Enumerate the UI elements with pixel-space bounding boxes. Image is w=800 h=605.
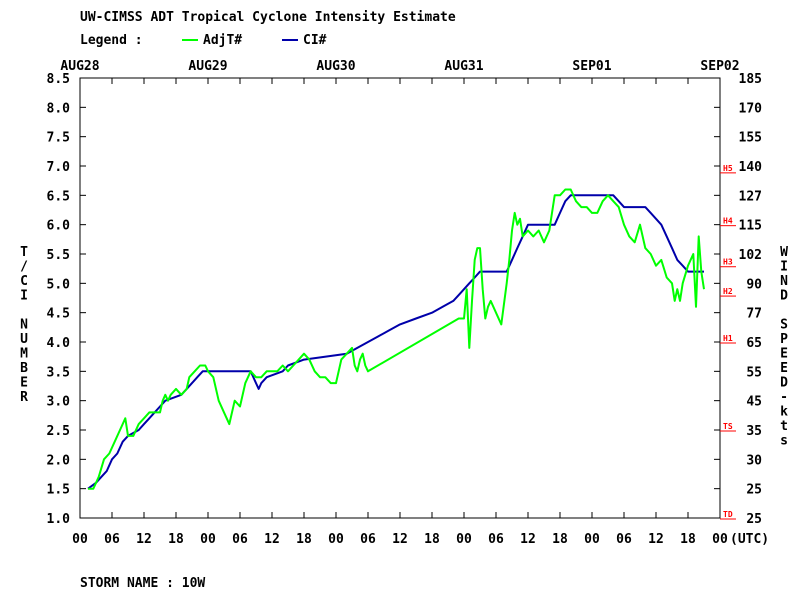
x-tick-label-0: 00 [72,532,88,547]
left-tick-label-5: 3.5 [47,365,70,380]
x-tick-label-5: 06 [232,532,248,547]
category-marker-ts: TS [723,422,733,431]
legend-label: Legend : [80,33,143,48]
left-tick-label-6: 4.0 [47,336,71,351]
x-tick-label-2: 12 [136,532,152,547]
left-tick-label-14: 8.0 [47,101,71,116]
top-date-labels: AUG28 AUG29 AUG30 AUG31 SEP01 SEP02 [60,59,739,74]
right-tick-label-3: 35 [746,424,762,439]
right-tick-label-11: 127 [739,189,762,204]
left-tick-label-4: 3.0 [47,395,71,410]
category-markers: TD TS H1 H2 H3 H4 H5 [720,164,736,520]
category-marker-h4: H4 [723,217,733,226]
x-tick-label-16: 00 [584,532,600,547]
right-tick-label-6: 65 [746,336,762,351]
category-marker-h5: H5 [723,164,733,173]
right-tick-label-15: 185 [739,72,762,87]
x-tick-label-7: 18 [296,532,312,547]
series-line-adjt [88,188,705,490]
left-tick-label-2: 2.0 [47,453,71,468]
x-tick-label-15: 18 [552,532,568,547]
category-marker-td: TD [723,510,733,519]
category-marker-h3: H3 [723,258,733,267]
right-tick-label-12: 140 [739,160,763,175]
chart-title: UW-CIMSS ADT Tropical Cyclone Intensity … [80,10,456,25]
x-unit-label: (UTC) [730,532,769,547]
right-tick-label-8: 90 [746,277,762,292]
left-tick-label-1: 1.5 [47,483,70,498]
x-tick-label-14: 12 [520,532,536,547]
x-tick-label-17: 06 [616,532,632,547]
x-tick-label-4: 00 [200,532,216,547]
x-tick-label-6: 12 [264,532,280,547]
top-date-label-4: SEP01 [572,59,611,74]
x-tick-label-1: 06 [104,532,120,547]
right-tick-label-10: 115 [739,219,762,234]
x-tick-label-18: 12 [648,532,664,547]
left-tick-label-11: 6.5 [47,189,70,204]
series-line-ci [87,194,704,490]
left-tick-label-15: 8.5 [47,72,70,87]
left-tick-label-7: 4.5 [47,307,70,322]
category-marker-h2: H2 [723,287,733,296]
legend: Legend : AdjT# CI# [80,33,327,48]
legend-item-adjt: AdjT# [203,33,242,48]
right-tick-label-7: 77 [746,307,762,322]
right-tick-label-1: 25 [746,483,762,498]
right-tick-label-4: 45 [746,395,762,410]
left-tick-label-0: 1.0 [47,512,71,527]
left-tick-label-9: 5.5 [47,248,70,263]
x-tick-label-9: 06 [360,532,376,547]
x-tick-label-8: 00 [328,532,344,547]
right-axis-ticks: 25 25 30 35 45 55 65 77 90 102 115 127 140 155 170 185 [714,72,762,527]
storm-name: STORM NAME : 10W [80,576,205,591]
x-tick-label-12: 00 [456,532,472,547]
x-tick-label-20: 00 [712,532,728,547]
left-tick-label-13: 7.5 [47,131,70,146]
top-date-label-3: AUG31 [444,59,483,74]
x-tick-label-11: 18 [424,532,440,547]
left-axis-ticks: 1.0 1.5 2.0 2.5 3.0 3.5 4.0 4.5 5.0 5.5 6.0 6.5 7.0 7… [47,72,86,527]
x-tick-label-13: 06 [488,532,504,547]
category-marker-h1: H1 [723,334,733,343]
legend-item-ci: CI# [303,33,327,48]
right-tick-label-9: 102 [739,248,762,263]
right-tick-label-5: 55 [746,365,762,380]
top-date-label-5: SEP02 [700,59,739,74]
top-date-label-2: AUG30 [316,59,355,74]
x-axis-ticks: 00 06 12 18 00 06 12 18 00 06 12 18 00 06 12 18 00 06 12 18… [72,78,769,547]
right-tick-label-14: 170 [739,101,763,116]
x-tick-label-3: 18 [168,532,184,547]
series-layer [87,188,705,490]
right-tick-label-13: 155 [739,131,762,146]
top-date-label-0: AUG28 [60,59,99,74]
right-tick-label-2: 30 [746,453,762,468]
left-tick-label-10: 6.0 [47,219,71,234]
right-tick-label-0: 25 [746,512,762,527]
top-date-label-1: AUG29 [188,59,227,74]
left-tick-label-8: 5.0 [47,277,71,292]
left-tick-label-3: 2.5 [47,424,70,439]
left-tick-label-12: 7.0 [47,160,71,175]
x-tick-label-10: 12 [392,532,408,547]
x-tick-label-19: 18 [680,532,696,547]
